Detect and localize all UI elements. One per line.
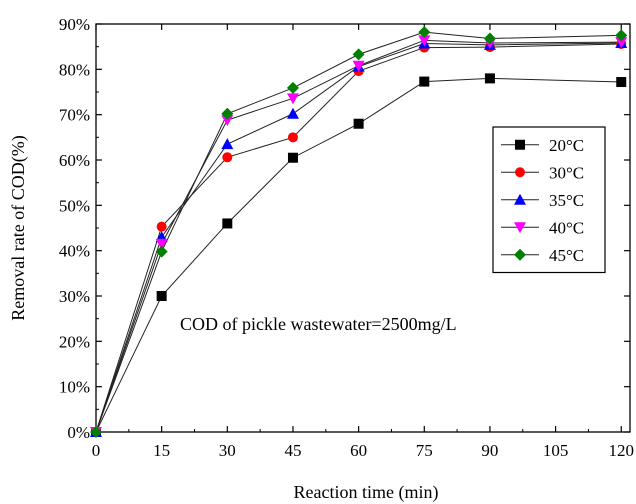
series-line-4 [95, 31, 622, 433]
data-point-series-3 [155, 238, 168, 250]
series-line-1 [95, 43, 622, 433]
x-tick-label: 45 [284, 441, 301, 460]
data-point-series-4 [286, 81, 299, 94]
y-tick-label: 0% [67, 423, 90, 442]
data-point-series-1 [222, 152, 233, 163]
y-tick-label: 20% [59, 332, 90, 351]
y-tick-label: 80% [59, 60, 90, 79]
series-line-0 [95, 77, 622, 433]
data-point-series-4 [221, 107, 234, 120]
legend-marker [514, 248, 526, 261]
x-tick-label: 60 [350, 441, 367, 460]
data-point-series-3 [221, 115, 234, 127]
series-lines [95, 31, 622, 433]
data-point-series-1 [156, 221, 167, 232]
legend-marker [515, 167, 525, 178]
annotation-text: COD of pickle wastewater=2500mg/L [180, 314, 457, 334]
data-point-series-4 [90, 426, 102, 438]
data-point-series-4 [352, 48, 365, 61]
data-point-series-2 [221, 138, 234, 150]
data-point-series-4 [483, 32, 496, 45]
y-tick-label: 50% [59, 196, 90, 215]
x-tick-label: 105 [543, 441, 569, 460]
data-point-series-0 [156, 291, 167, 301]
series-line-3 [95, 39, 622, 433]
x-tick-label: 120 [608, 441, 634, 460]
x-tick-label: 90 [481, 441, 498, 460]
data-point-series-4 [155, 245, 168, 258]
series-line-2 [95, 42, 622, 433]
data-point-series-0 [222, 218, 233, 229]
x-axis-title: Reaction time (min) [294, 482, 439, 503]
data-point-series-0 [484, 73, 495, 84]
data-point-series-0 [616, 77, 627, 88]
legend-marker [514, 222, 526, 234]
y-tick-label: 30% [59, 287, 90, 306]
legend: 20°C 30°C 35°C 40°C 45°C [492, 126, 606, 274]
data-point-series-0 [287, 152, 298, 163]
x-tick-label: 30 [219, 441, 236, 460]
axes-group: 0 15 30 45 60 75 90 105 120 0% 10% 20% 30% 40% 50% 60% 7… [59, 15, 634, 460]
data-point-series-4 [418, 26, 431, 39]
series-markers [90, 26, 628, 438]
data-point-series-3 [615, 37, 628, 49]
legend-label: 35°C [549, 191, 584, 210]
legend-label: 45°C [549, 246, 584, 265]
data-point-series-0 [353, 118, 364, 129]
y-tick-label: 90% [59, 15, 90, 34]
legend-label: 20°C [549, 136, 584, 155]
x-tick-label: 75 [416, 441, 433, 460]
x-tick-label: 0 [92, 441, 101, 460]
x-tick-label: 15 [153, 441, 170, 460]
data-point-series-3 [352, 60, 365, 72]
legend-marker [515, 139, 525, 150]
data-point-series-3 [286, 93, 299, 105]
data-point-series-2 [286, 107, 299, 119]
y-axis-title: Removal rate of COD(%) [8, 135, 29, 320]
y-tick-label: 60% [59, 151, 90, 170]
data-point-series-0 [419, 76, 430, 87]
legend-label: 40°C [549, 218, 584, 237]
data-point-series-1 [287, 132, 298, 143]
y-tick-label: 40% [59, 242, 90, 261]
data-point-series-3 [418, 35, 431, 47]
data-point-series-4 [615, 29, 628, 42]
legend-label: 30°C [549, 163, 584, 182]
y-tick-label: 10% [59, 378, 90, 397]
legend-marker [514, 193, 526, 205]
y-tick-label: 70% [59, 106, 90, 125]
